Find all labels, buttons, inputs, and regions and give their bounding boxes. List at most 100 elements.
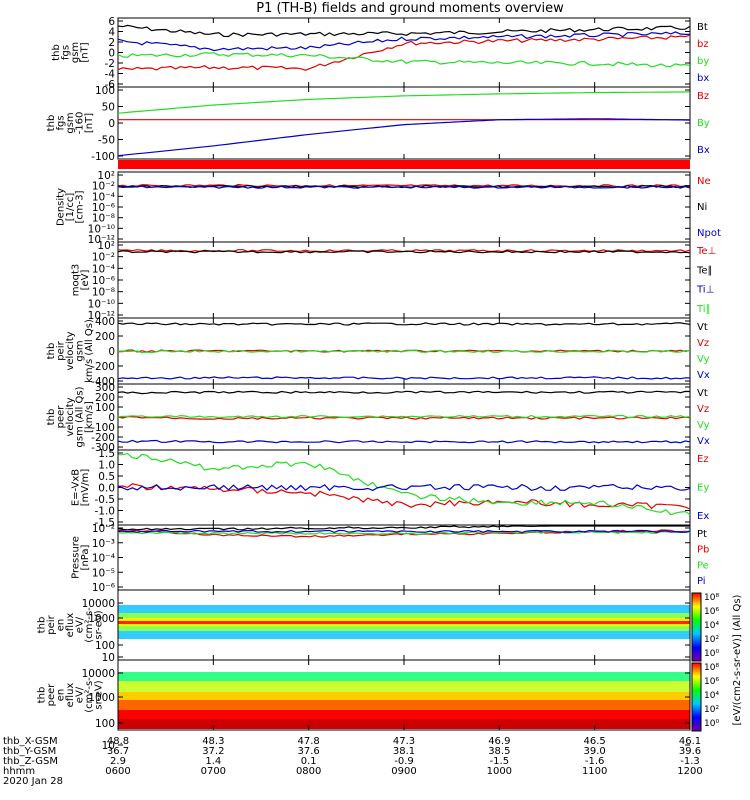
y-axis-label: eV/ xyxy=(75,616,86,633)
y-axis-label: fgs xyxy=(56,115,67,130)
y-tick-label: 10⁻⁶ xyxy=(92,275,115,287)
y-tick-label: 4 xyxy=(108,27,115,39)
series-Vy xyxy=(117,414,691,419)
legend-Ti⊥: Ti⊥ xyxy=(696,285,714,296)
y-tick-label: 1000 xyxy=(88,692,115,704)
series-bx xyxy=(117,31,691,52)
y-tick-label: 10⁻⁴ xyxy=(92,191,115,203)
x-tick-label: -0.9 xyxy=(394,756,414,767)
legend-By: By xyxy=(697,118,710,129)
colorbar-label: [eV/(cm2-s-sr-eV)] (All Qs) xyxy=(732,594,743,725)
y-axis-label: velocity xyxy=(65,331,76,370)
series-Ez xyxy=(117,483,691,510)
x-tick-label: 1.4 xyxy=(205,756,221,767)
legend-Vt: Vt xyxy=(697,388,708,399)
panel-peer_spec: 10000 1000 100 10 thbpeerenefluxeV/(cm²-s-sr… xyxy=(37,659,691,752)
y-tick-label: 1000 xyxy=(88,613,115,625)
y-axis-label: [km/s] xyxy=(84,401,95,433)
x-tick-label: -1.5 xyxy=(490,756,510,767)
y-axis-label: [nT] xyxy=(79,42,90,62)
y-axis-label: eflux xyxy=(65,683,76,708)
y-axis-label: [1/cc] xyxy=(65,193,76,222)
series-Ey xyxy=(117,452,691,516)
y-axis-label: thb xyxy=(46,409,57,426)
x-tick-label: 37.6 xyxy=(298,746,320,757)
x-axis-row-label: thb_Z-GSM xyxy=(3,756,58,767)
legend-Vz: Vz xyxy=(697,338,709,349)
x-tick-label: 39.0 xyxy=(584,746,606,757)
series-bz xyxy=(117,34,691,71)
colorbar-top xyxy=(691,592,702,662)
series-Ex xyxy=(117,483,691,492)
x-tick-label: 39.6 xyxy=(679,746,701,757)
y-axis-label: en xyxy=(56,689,67,702)
series-Vx xyxy=(117,439,691,444)
x-tick-label: 47.3 xyxy=(393,736,415,747)
y-tick-label: 10 xyxy=(102,740,115,752)
y-tick-label: 100 xyxy=(95,85,115,97)
y-axis-label: peir xyxy=(46,614,57,634)
colorbar-tick-label: 10⁴ xyxy=(704,691,719,701)
colorbar-tick-label: 10² xyxy=(704,705,719,715)
y-tick-label: -400 xyxy=(91,376,115,388)
colorbar-bottom xyxy=(691,662,702,732)
y-tick-label: 10² xyxy=(97,170,115,182)
series-Bx xyxy=(117,118,691,157)
y-tick-label: -200 xyxy=(91,361,115,373)
x-axis-row-label: 2020 Jan 28 xyxy=(3,776,63,787)
y-axis-label: thb xyxy=(37,687,48,704)
colorbar-tick-label: 10⁸ xyxy=(704,593,719,603)
y-axis-label: gsm xyxy=(75,340,86,361)
x-tick-label: 1000 xyxy=(487,766,512,777)
y-tick-label: 0 xyxy=(108,118,115,130)
y-axis-label: fgs xyxy=(60,45,71,60)
x-tick-label: 0600 xyxy=(105,766,130,777)
colorbar-tick-label: 10⁶ xyxy=(704,607,719,617)
series-by xyxy=(117,52,691,68)
y-axis-label: [mV/m] xyxy=(80,469,91,507)
y-tick-label: 10⁻⁸ xyxy=(92,213,115,225)
x-tick-label: 1100 xyxy=(582,766,607,777)
x-tick-label: 38.1 xyxy=(393,746,415,757)
y-axis-label: thb xyxy=(37,617,48,634)
spectrogram-band xyxy=(118,719,690,729)
y-axis-label: thb xyxy=(46,115,57,132)
panel-frame xyxy=(117,171,691,243)
y-tick-label: 10⁻¹⁰ xyxy=(88,298,115,310)
y-tick-label: -6 xyxy=(105,79,116,91)
y-tick-label: 10⁻⁴ xyxy=(92,263,115,275)
y-axis-label: Density xyxy=(56,188,67,226)
y-tick-label: 100 xyxy=(95,402,115,414)
y-tick-label: 100 xyxy=(95,640,115,652)
y-axis-label: gsm xyxy=(70,42,81,63)
legend-Bx: Bx xyxy=(697,145,710,156)
y-tick-label: 10⁻⁸ xyxy=(92,287,115,299)
y-axis-label: peer xyxy=(46,683,57,707)
spectrogram-band xyxy=(118,681,690,692)
y-axis-label: eV/ xyxy=(75,686,86,703)
y-tick-label: 10⁻¹² xyxy=(88,234,115,246)
legend-bx: bx xyxy=(697,73,709,84)
y-axis-label: [eV] xyxy=(80,270,91,291)
x-tick-label: 0900 xyxy=(391,766,416,777)
x-tick-label: 47.8 xyxy=(298,736,320,747)
y-tick-label: 200 xyxy=(95,392,115,404)
series-Vx xyxy=(117,376,691,380)
y-tick-label: 10000 xyxy=(82,598,115,610)
x-tick-label: 36.7 xyxy=(107,746,129,757)
legend-Vy: Vy xyxy=(697,354,710,365)
y-tick-label: -4 xyxy=(105,69,116,81)
legend-Pe: Pe xyxy=(697,560,709,571)
legend-by: by xyxy=(697,56,709,67)
series-Te∥ xyxy=(117,250,691,254)
legend-Pb: Pb xyxy=(697,545,709,556)
y-tick-label: 10⁻¹² xyxy=(88,310,115,322)
y-axis-label: gsm (All Qs) xyxy=(75,386,86,447)
legend-Vy: Vy xyxy=(697,420,710,431)
legend-Vx: Vx xyxy=(697,436,710,447)
y-axis-label: sr-eV) xyxy=(94,680,105,709)
y-tick-label: 100 xyxy=(95,718,115,730)
y-tick-label: 400 xyxy=(95,316,115,328)
x-tick-label: 2.9 xyxy=(110,756,126,767)
y-axis-label: en xyxy=(56,619,67,632)
